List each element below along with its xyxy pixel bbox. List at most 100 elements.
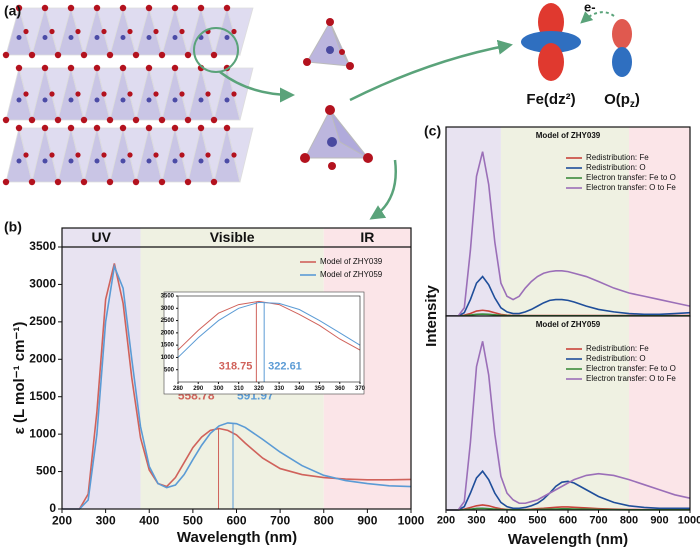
panel-label: (c) bbox=[424, 123, 441, 139]
atom bbox=[15, 4, 23, 12]
atom bbox=[223, 4, 231, 12]
y-tick-label: 1500 bbox=[161, 343, 175, 349]
atom bbox=[231, 28, 237, 35]
atom bbox=[224, 158, 230, 164]
atom bbox=[28, 51, 36, 59]
x-tick-label: 500 bbox=[528, 515, 546, 527]
atom bbox=[127, 91, 133, 97]
y-axis-label: Intensity bbox=[423, 285, 440, 347]
atom bbox=[127, 28, 133, 35]
atom bbox=[145, 124, 153, 132]
atom bbox=[153, 91, 159, 97]
atom bbox=[75, 28, 81, 35]
plot-frame bbox=[177, 295, 361, 383]
panel-label: (a) bbox=[4, 3, 21, 19]
region-label: Visible bbox=[210, 229, 255, 245]
series-line bbox=[446, 275, 691, 317]
atom bbox=[106, 51, 114, 59]
arrow bbox=[580, 11, 615, 24]
chart-title: Model of ZHY039 bbox=[536, 131, 601, 140]
arrow bbox=[369, 159, 397, 220]
atom bbox=[94, 35, 100, 40]
atom bbox=[179, 91, 185, 97]
atom bbox=[68, 97, 74, 103]
plot-frame bbox=[445, 315, 691, 511]
x-tick-label: 290 bbox=[193, 386, 204, 392]
atom bbox=[119, 124, 127, 132]
atom bbox=[146, 158, 152, 164]
x-tick-label: 320 bbox=[254, 386, 265, 392]
atom bbox=[184, 116, 192, 124]
series-line bbox=[446, 469, 690, 511]
x-tick-label: 600 bbox=[559, 515, 577, 527]
y-tick-label: 2500 bbox=[29, 314, 56, 328]
atom bbox=[146, 97, 152, 103]
x-tick-label: 200 bbox=[52, 514, 72, 528]
atom bbox=[132, 178, 140, 186]
atom bbox=[75, 152, 81, 158]
atom bbox=[2, 116, 10, 124]
legend-label: Redistribution: O bbox=[586, 163, 646, 172]
atom bbox=[54, 116, 62, 124]
y-tick-label: 2000 bbox=[161, 330, 175, 336]
atom bbox=[67, 124, 75, 132]
x-tick-label: 1000 bbox=[398, 514, 425, 528]
x-tick-label: 360 bbox=[335, 386, 346, 392]
atom bbox=[210, 116, 218, 124]
x-tick-label: 310 bbox=[234, 386, 245, 392]
series-line bbox=[446, 151, 691, 317]
atom bbox=[101, 28, 107, 35]
atom bbox=[224, 97, 230, 103]
atom bbox=[197, 124, 205, 132]
legend-label: Redistribution: Fe bbox=[586, 153, 649, 162]
atom bbox=[231, 91, 237, 97]
atom bbox=[172, 35, 178, 40]
atom bbox=[127, 152, 133, 158]
tetrahedron bbox=[303, 18, 354, 70]
atom bbox=[23, 152, 29, 158]
x-tick-label: 330 bbox=[274, 386, 285, 392]
atom bbox=[198, 158, 204, 164]
atom bbox=[179, 152, 185, 158]
atom bbox=[16, 158, 22, 164]
atom bbox=[145, 64, 153, 72]
atom bbox=[67, 64, 75, 72]
x-tick-label: 500 bbox=[183, 514, 203, 528]
legend-label: Redistribution: O bbox=[586, 354, 646, 363]
atom bbox=[172, 158, 178, 164]
atom bbox=[54, 51, 62, 59]
atom bbox=[16, 97, 22, 103]
atom bbox=[41, 64, 49, 72]
atom bbox=[119, 4, 127, 12]
atom bbox=[179, 28, 185, 35]
atom bbox=[67, 4, 75, 12]
series-line bbox=[62, 263, 412, 510]
x-axis-label: Wavelength (nm) bbox=[177, 529, 297, 546]
y-tick-label: 500 bbox=[164, 367, 175, 373]
series-line bbox=[446, 341, 691, 511]
atom bbox=[49, 152, 55, 158]
atom bbox=[28, 178, 36, 186]
o-orbital bbox=[612, 19, 632, 77]
atom bbox=[42, 97, 48, 103]
atom bbox=[145, 4, 153, 12]
atom bbox=[223, 124, 231, 132]
atom bbox=[106, 178, 114, 186]
atom bbox=[80, 116, 88, 124]
atom bbox=[42, 158, 48, 164]
tetrahedron bbox=[300, 105, 373, 170]
atom bbox=[210, 178, 218, 186]
y-tick-label: 1000 bbox=[29, 426, 56, 440]
panel-label: (b) bbox=[4, 219, 22, 235]
atom bbox=[153, 28, 159, 35]
atom bbox=[15, 64, 23, 72]
peak-label: 322.61 bbox=[268, 360, 302, 372]
atom bbox=[120, 97, 126, 103]
legend-label: Model of ZHY059 bbox=[320, 270, 383, 279]
crystal-structure bbox=[2, 4, 254, 186]
atom bbox=[205, 91, 211, 97]
atom bbox=[210, 51, 218, 59]
atom bbox=[23, 28, 29, 35]
region-label: UV bbox=[92, 229, 112, 245]
x-tick-label: 600 bbox=[226, 514, 246, 528]
